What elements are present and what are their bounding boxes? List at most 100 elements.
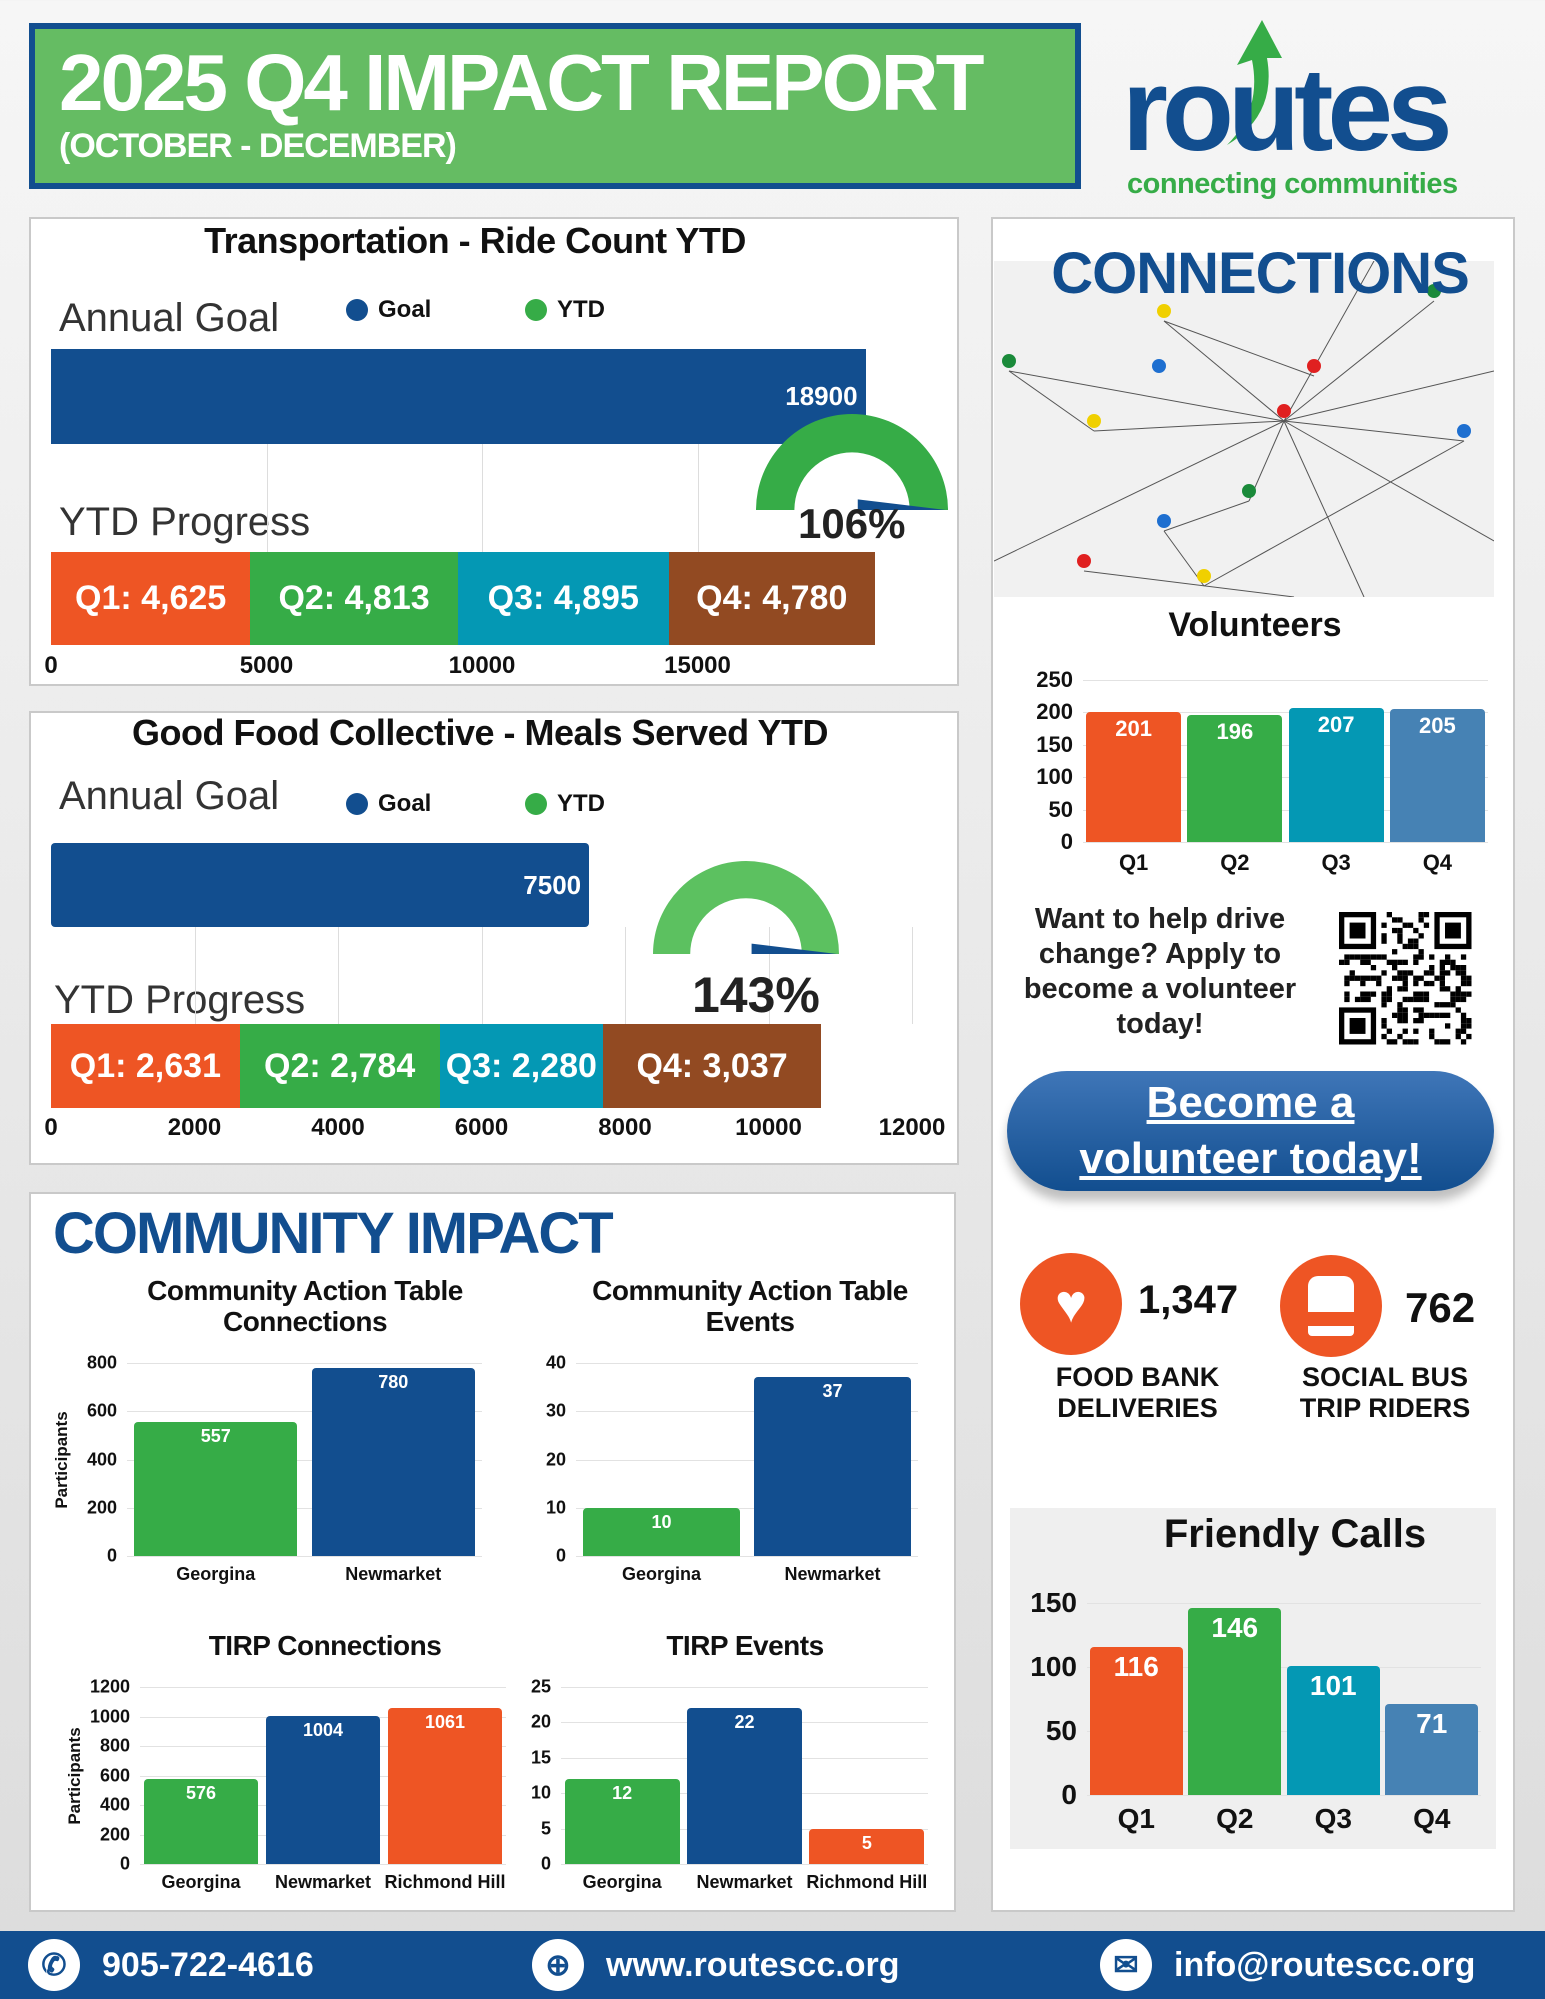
transportation-title: Transportation - Ride Count YTD (204, 220, 746, 261)
bar-value-label: 12 (612, 1783, 633, 1804)
quarter-label: Q2: 4,813 (278, 579, 430, 617)
category-label: Georgina (621, 1564, 701, 1584)
category-label: Newmarket (784, 1564, 881, 1584)
arrow-up-icon (1227, 20, 1282, 145)
gridline (482, 444, 483, 552)
bar-value-label: 116 (1113, 1650, 1159, 1682)
gridline (561, 1687, 928, 1688)
footer-website[interactable]: ⊕ www.routescc.org (532, 1939, 899, 1991)
bar-value-label: 205 (1419, 713, 1456, 739)
website-link[interactable]: www.routescc.org (606, 1945, 900, 1984)
tirp-events-chart: 0 5 10 15 20 25 12 Georgina 22 Newmarket 5 Richmond… (531, 1677, 928, 1892)
bar-value-label: 37 (822, 1381, 843, 1402)
quarter-label: Q2: 2,784 (264, 1046, 416, 1085)
category-label: Q1 (1117, 1803, 1155, 1834)
friendly-calls-chart: 0 50 100 150 116 Q1 146 Q2 101 Q3 71 Q4 (1030, 1587, 1481, 1834)
bar-value-label: 780 (378, 1371, 409, 1392)
ytd-quarter-bar: Q2: 2,784 (239, 1024, 440, 1108)
bar-value-label: 10 (651, 1511, 672, 1532)
ytd-quarter-bar: Q3: 2,280 (439, 1024, 604, 1108)
y-tick-label: 0 (119, 1853, 130, 1874)
gridline (1083, 712, 1488, 714)
routes-logo: routes connecting communities (1122, 20, 1482, 200)
connections-pin-network-image (994, 261, 1494, 597)
gridline (1083, 744, 1488, 746)
y-tick-label: 200 (1036, 699, 1073, 725)
gridline (1087, 1731, 1481, 1732)
y-tick-label: 150 (1036, 731, 1073, 757)
percent-gauge-icon (756, 414, 948, 510)
y-tick-label: 1000 (89, 1706, 130, 1726)
y-tick-label: 150 (1030, 1587, 1077, 1618)
category-label: Q4 (1413, 1803, 1451, 1834)
y-tick-label: 0 (1061, 1779, 1077, 1810)
legend-item: YTD (525, 790, 605, 818)
y-axis-label: Participants (65, 1726, 84, 1825)
bus-icon (1280, 1255, 1382, 1357)
bar-value-label: 557 (200, 1425, 231, 1446)
y-tick-label: 200 (86, 1497, 117, 1518)
y-tick-label: 5 (540, 1818, 551, 1839)
axis-tick-label: 5000 (239, 652, 294, 679)
food-ytd-progress-label: YTD Progress (54, 978, 306, 1022)
y-tick-label: 10 (545, 1497, 566, 1518)
y-tick-label: 600 (86, 1400, 117, 1421)
bar: 22 (687, 1708, 802, 1864)
become-volunteer-button[interactable]: Become a volunteer today! (1007, 1071, 1494, 1191)
gridline (127, 1363, 482, 1364)
category-label: Georgina (161, 1872, 241, 1892)
bar: 71 (1385, 1704, 1479, 1795)
report-title-banner: 2025 Q4 IMPACT REPORT (OCTOBER - DECEMBE… (29, 23, 1081, 189)
transport-annual-goal-label: Annual Goal (59, 296, 280, 340)
phone-icon: ✆ (28, 1939, 80, 1991)
report-subtitle: (OCTOBER - DECEMBER) (59, 127, 457, 165)
gridline (1087, 1667, 1481, 1668)
gridline (127, 1507, 482, 1509)
bar: 37 (753, 1377, 912, 1556)
chart-title-tirp-events: TIRP Events (666, 1630, 824, 1661)
category-label: Richmond Hill (384, 1872, 506, 1892)
bar-value-label: 1004 (302, 1719, 344, 1740)
percent-gauge-icon (653, 861, 839, 954)
email-link[interactable]: info@routescc.org (1174, 1945, 1476, 1984)
category-label: Newmarket (345, 1564, 442, 1584)
globe-icon: ⊕ (532, 1939, 584, 1991)
category-label: Q4 (1422, 850, 1453, 875)
percent-label: 143% (692, 967, 820, 1023)
legend-label: YTD (557, 790, 605, 817)
gridline (140, 1864, 506, 1865)
y-tick-label: 400 (86, 1449, 117, 1469)
bar: 116 (1089, 1646, 1183, 1795)
gridline (625, 927, 626, 1024)
qr-code[interactable] (1339, 912, 1472, 1045)
y-tick-label: 1200 (89, 1676, 130, 1697)
gridline (576, 1363, 918, 1364)
gridline (1083, 777, 1488, 779)
gridline (912, 927, 913, 1024)
quarter-label: Q1: 2,631 (69, 1046, 221, 1085)
ytd-quarter-bar: Q1: 2,631 (51, 1024, 240, 1108)
footer-phone[interactable]: ✆ 905-722-4616 (28, 1939, 314, 1991)
legend-dot-icon (525, 299, 547, 321)
goal-value-label: 18900 (785, 381, 858, 411)
legend-label: Goal (378, 296, 432, 323)
gridline (1087, 1603, 1481, 1604)
footer-email[interactable]: ✉ info@routescc.org (1100, 1939, 1475, 1991)
phone-number[interactable]: 905-722-4616 (102, 1945, 314, 1984)
category-label: Richmond Hill (806, 1872, 928, 1892)
bar: 5 (809, 1828, 925, 1864)
chart-title-volunteers: Volunteers (1168, 606, 1342, 644)
category-label: Georgina (582, 1872, 662, 1892)
food-bank-label: FOOD BANK DELIVERIES (1055, 1362, 1220, 1423)
y-tick-label: 0 (555, 1545, 566, 1566)
transport-ytd-progress-label: YTD Progress (59, 500, 311, 544)
goal-bar: 7500 (51, 843, 590, 927)
axis-tick-label: 2000 (167, 1114, 222, 1141)
quarter-label: Q1: 4,625 (75, 579, 227, 617)
cat-connections-chart: 0 200 400 600 800 557 Georgina 780 Newmarket Part… (52, 1353, 482, 1584)
category-label: Newmarket (274, 1872, 372, 1892)
quarter-label: Q3: 2,280 (445, 1046, 597, 1085)
y-tick-label: 600 (99, 1765, 130, 1785)
category-label: Q3 (1321, 850, 1351, 875)
gridline (561, 1864, 928, 1865)
